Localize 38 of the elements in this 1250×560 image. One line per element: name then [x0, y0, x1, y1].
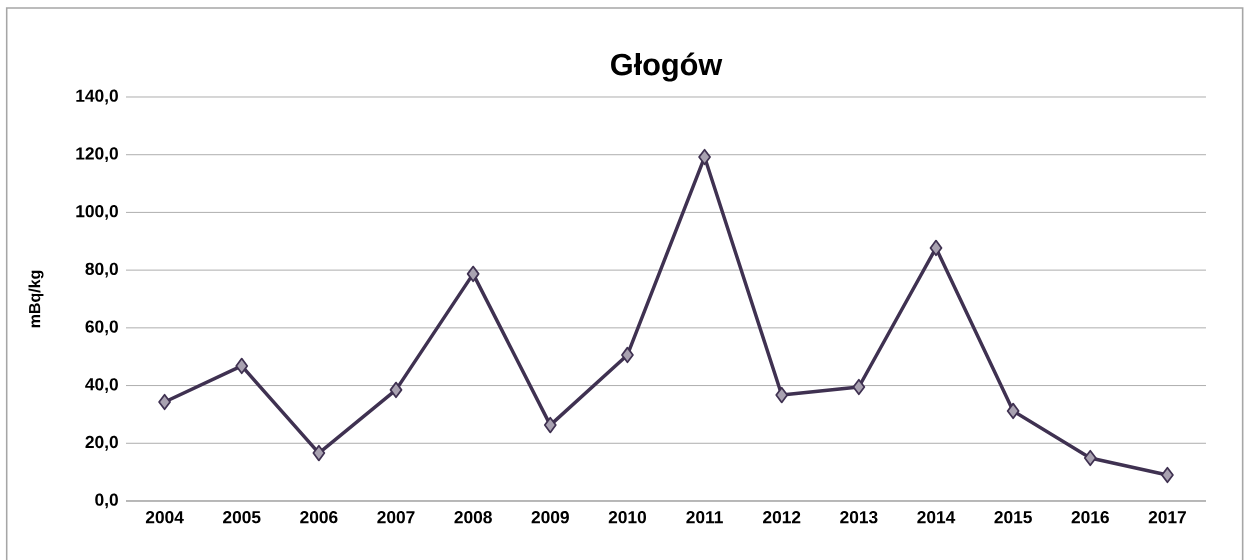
- point: [1161, 466, 1174, 484]
- chart-title: Głogów: [611, 52, 723, 82]
- point: [158, 393, 171, 411]
- x-tick-label: 2014: [917, 511, 956, 524]
- point: [312, 444, 326, 462]
- y-tick-label: 80,0: [85, 262, 118, 278]
- point: [621, 346, 634, 364]
- point: [389, 381, 403, 399]
- point: [698, 148, 711, 166]
- point: [235, 357, 249, 375]
- x-tick-label: 2011: [686, 511, 723, 524]
- point: [1006, 402, 1020, 420]
- x-tick-label: 2004: [145, 511, 184, 524]
- x-tick-label: 2007: [377, 511, 415, 524]
- x-tick-label: 2006: [300, 511, 338, 524]
- y-tick-label: 40,0: [85, 378, 118, 393]
- x-tick-label: 2012: [763, 511, 801, 524]
- x-tick-label: 2009: [531, 511, 569, 524]
- x-tick-label: 2015: [994, 511, 1032, 524]
- point: [466, 265, 480, 283]
- y-tick-label: 120,0: [76, 147, 118, 163]
- point: [775, 386, 789, 404]
- point: [1083, 449, 1097, 467]
- x-tick-label: 2005: [223, 511, 261, 524]
- x-tick-label: 2010: [608, 511, 646, 524]
- point: [543, 416, 557, 434]
- x-tick-label: 2008: [454, 511, 492, 524]
- y-tick-label: 0,0: [95, 493, 118, 509]
- y-tick-label: 100,0: [76, 205, 118, 220]
- x-tick-label: 2017: [1148, 511, 1186, 524]
- x-tick-label: 2013: [840, 511, 878, 524]
- point: [852, 378, 866, 396]
- point: [929, 239, 943, 257]
- y-tick-label: 140,0: [76, 89, 118, 105]
- y-axis-title: mBq/kg: [28, 270, 44, 328]
- y-tick-label: 20,0: [85, 435, 118, 451]
- x-tick-label: 2016: [1071, 511, 1109, 524]
- y-tick-label: 60,0: [85, 320, 118, 336]
